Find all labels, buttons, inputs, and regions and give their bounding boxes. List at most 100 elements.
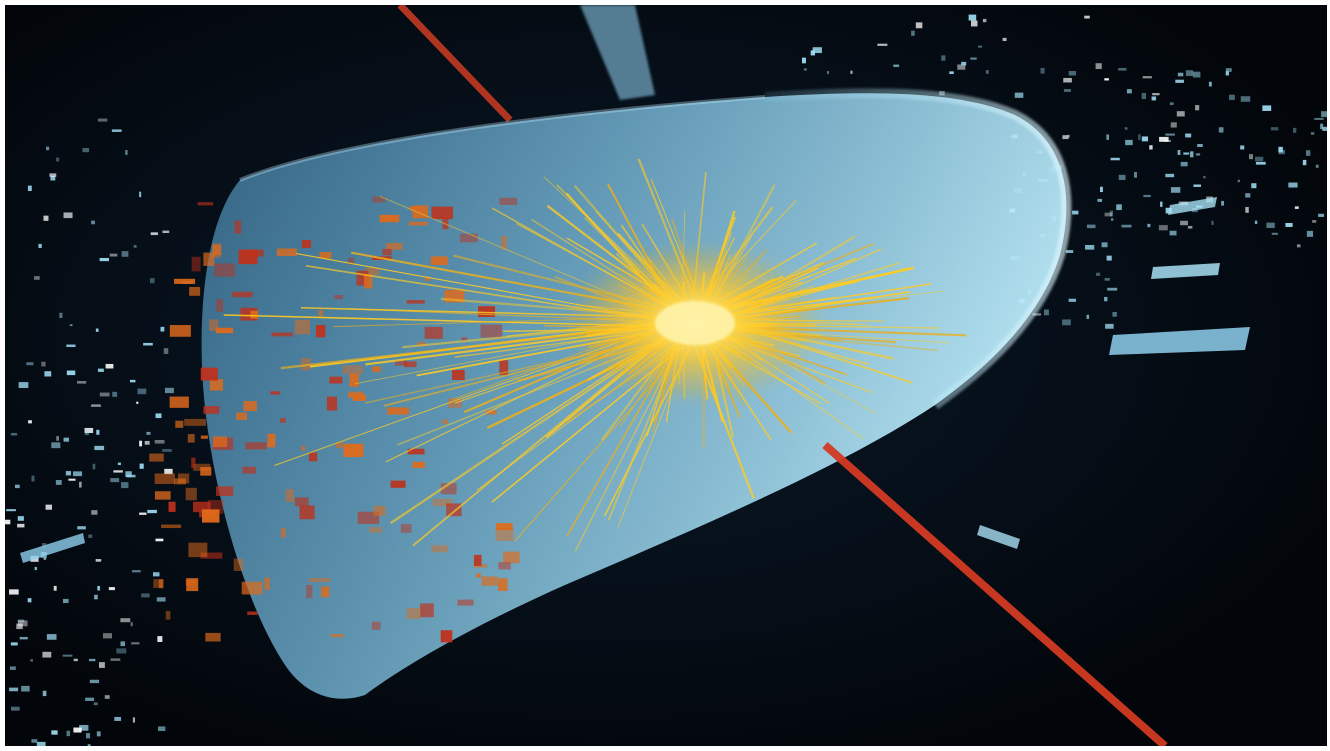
detector-hit: [125, 471, 132, 477]
detector-hit: [1110, 218, 1114, 221]
detector-hit: [1032, 313, 1042, 316]
energy-deposit: [459, 233, 478, 243]
energy-deposit: [212, 244, 222, 256]
energy-deposit: [247, 611, 258, 615]
detector-hit: [155, 413, 162, 419]
detector-hit: [156, 597, 166, 602]
energy-deposit: [349, 373, 359, 387]
detector-hit: [1180, 161, 1188, 167]
right-detector-bar-large: [1109, 327, 1250, 355]
detector-hit: [1149, 145, 1153, 150]
detector-hit: [89, 679, 100, 684]
detector-hit: [46, 146, 50, 151]
detector-hit: [117, 462, 121, 466]
detector-hit: [45, 504, 53, 510]
detector-hit: [1266, 222, 1275, 228]
energy-deposit: [432, 498, 453, 507]
detector-hit: [1158, 225, 1168, 231]
detector-hit: [1195, 105, 1200, 111]
detector-hit: [88, 658, 96, 662]
detector-hit: [1097, 198, 1103, 202]
detector-hit: [1086, 314, 1090, 319]
energy-deposit: [154, 491, 171, 500]
energy-deposit: [161, 524, 182, 529]
detector-hit: [133, 244, 137, 248]
detector-hit: [34, 566, 37, 571]
detector-hit: [1305, 150, 1311, 156]
energy-deposit: [495, 528, 514, 541]
detector-hit: [968, 14, 977, 21]
detector-hit: [95, 328, 99, 332]
detector-hit: [1315, 164, 1319, 168]
detector-hit: [1118, 67, 1127, 71]
detector-hit: [55, 480, 62, 485]
detector-hit: [69, 324, 73, 327]
detector-hit: [1185, 70, 1194, 76]
energy-deposit: [153, 579, 163, 588]
detector-hit: [105, 363, 114, 369]
detector-hit: [1142, 76, 1152, 79]
energy-deposit: [241, 581, 263, 595]
energy-deposit: [499, 197, 518, 205]
detector-hit: [102, 633, 112, 639]
detector-hit: [1296, 244, 1301, 248]
detector-hit: [1134, 171, 1138, 178]
detector-hit: [131, 642, 140, 645]
energy-deposit: [335, 442, 343, 449]
detector-hit: [1302, 159, 1307, 166]
detector-hit: [108, 587, 115, 591]
detector-hit: [1125, 139, 1133, 146]
energy-deposit: [285, 489, 294, 502]
detector-hit: [91, 404, 101, 407]
detector-hit: [1262, 105, 1272, 111]
muon-track-upper: [397, 5, 513, 123]
collision-event-graphic: [5, 5, 1327, 746]
detector-hit: [1314, 117, 1324, 120]
detector-hit: [86, 733, 91, 739]
detector-hit: [1225, 71, 1229, 76]
detector-hit: [1106, 134, 1109, 140]
detector-hit: [99, 392, 110, 397]
energy-deposit: [348, 257, 355, 265]
energy-deposit: [372, 196, 386, 203]
energy-deposit: [203, 406, 220, 414]
detector-hit: [801, 57, 806, 64]
detector-hit: [110, 478, 120, 483]
detector-hit: [1063, 89, 1071, 92]
detector-hit: [164, 387, 174, 394]
detector-hit: [21, 685, 30, 692]
detector-hit: [66, 370, 76, 376]
detector-hit: [120, 641, 126, 647]
detector-hit: [97, 585, 101, 591]
detector-hit: [1221, 200, 1224, 206]
detector-hit: [1211, 220, 1214, 225]
energy-deposit: [306, 584, 313, 599]
detector-hit: [812, 47, 822, 54]
energy-deposit: [369, 527, 382, 533]
energy-deposit: [409, 206, 420, 211]
detector-hit: [827, 70, 830, 75]
energy-deposit: [473, 554, 482, 566]
energy-deposit: [501, 236, 507, 250]
detector-hit: [38, 243, 42, 248]
energy-deposit: [232, 291, 253, 298]
detector-hit: [1100, 186, 1103, 193]
detector-hit: [31, 739, 38, 743]
detector-hit: [131, 570, 141, 573]
detector-hit: [1208, 81, 1212, 87]
detector-hit: [53, 585, 57, 591]
detector-hit: [73, 727, 82, 733]
detector-hit: [1187, 225, 1193, 229]
detector-hit: [85, 697, 95, 701]
energy-deposit: [431, 545, 449, 553]
detector-hit: [1014, 92, 1024, 98]
detector-hit: [1318, 213, 1325, 217]
detector-hit: [1072, 210, 1079, 215]
detector-hit: [1065, 250, 1074, 254]
detector-hit: [1141, 93, 1147, 99]
detector-hit: [1138, 134, 1141, 140]
energy-deposit: [371, 621, 381, 630]
detector-hit: [42, 690, 47, 697]
detector-hit: [1126, 89, 1132, 94]
energy-deposit: [192, 501, 211, 513]
